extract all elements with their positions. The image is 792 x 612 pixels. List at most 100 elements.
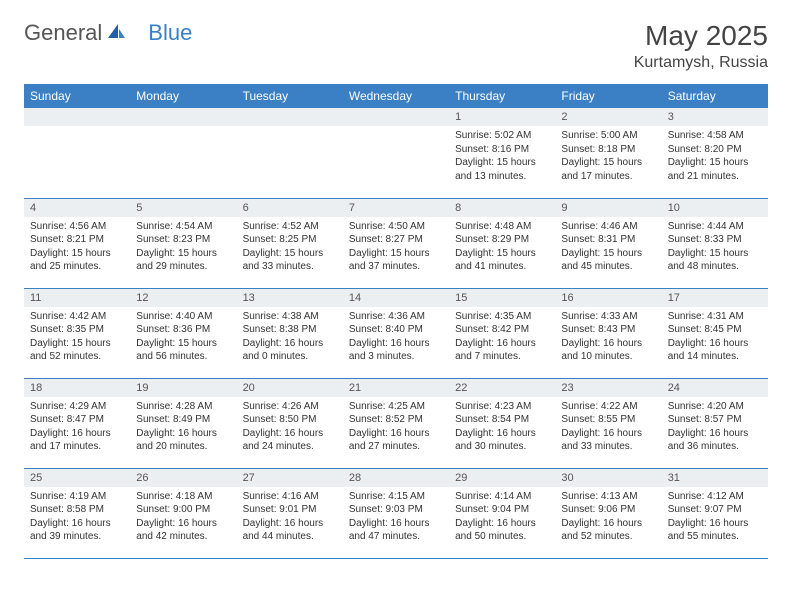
calendar-day-cell: 8Sunrise: 4:48 AMSunset: 8:29 PMDaylight… bbox=[449, 198, 555, 288]
calendar-day-cell bbox=[130, 108, 236, 198]
calendar-day-cell: 16Sunrise: 4:33 AMSunset: 8:43 PMDayligh… bbox=[555, 288, 661, 378]
sunset-text: Sunset: 8:45 PM bbox=[668, 323, 762, 337]
calendar-day-cell: 27Sunrise: 4:16 AMSunset: 9:01 PMDayligh… bbox=[237, 468, 343, 558]
day-number-empty bbox=[130, 108, 236, 126]
daylight-text: Daylight: 16 hours and 44 minutes. bbox=[243, 517, 337, 544]
calendar-day-cell: 5Sunrise: 4:54 AMSunset: 8:23 PMDaylight… bbox=[130, 198, 236, 288]
daylight-text: Daylight: 16 hours and 14 minutes. bbox=[668, 337, 762, 364]
daylight-text: Daylight: 16 hours and 30 minutes. bbox=[455, 427, 549, 454]
calendar-day-cell: 13Sunrise: 4:38 AMSunset: 8:38 PMDayligh… bbox=[237, 288, 343, 378]
day-content: Sunrise: 4:15 AMSunset: 9:03 PMDaylight:… bbox=[343, 487, 449, 550]
daylight-text: Daylight: 15 hours and 41 minutes. bbox=[455, 247, 549, 274]
day-number: 23 bbox=[555, 379, 661, 397]
day-content: Sunrise: 4:36 AMSunset: 8:40 PMDaylight:… bbox=[343, 307, 449, 370]
day-content: Sunrise: 4:56 AMSunset: 8:21 PMDaylight:… bbox=[24, 217, 130, 280]
day-content: Sunrise: 4:54 AMSunset: 8:23 PMDaylight:… bbox=[130, 217, 236, 280]
day-number: 30 bbox=[555, 469, 661, 487]
day-content: Sunrise: 4:58 AMSunset: 8:20 PMDaylight:… bbox=[662, 126, 768, 189]
weekday-friday: Friday bbox=[555, 84, 661, 108]
sunset-text: Sunset: 8:38 PM bbox=[243, 323, 337, 337]
sunset-text: Sunset: 9:01 PM bbox=[243, 503, 337, 517]
sunset-text: Sunset: 8:43 PM bbox=[561, 323, 655, 337]
sunset-text: Sunset: 8:58 PM bbox=[30, 503, 124, 517]
daylight-text: Daylight: 15 hours and 45 minutes. bbox=[561, 247, 655, 274]
day-content: Sunrise: 4:44 AMSunset: 8:33 PMDaylight:… bbox=[662, 217, 768, 280]
logo-text-blue: Blue bbox=[148, 20, 192, 46]
sunset-text: Sunset: 8:21 PM bbox=[30, 233, 124, 247]
day-number: 18 bbox=[24, 379, 130, 397]
sunset-text: Sunset: 8:47 PM bbox=[30, 413, 124, 427]
daylight-text: Daylight: 16 hours and 24 minutes. bbox=[243, 427, 337, 454]
sunrise-text: Sunrise: 4:54 AM bbox=[136, 220, 230, 234]
day-content: Sunrise: 4:29 AMSunset: 8:47 PMDaylight:… bbox=[24, 397, 130, 460]
daylight-text: Daylight: 16 hours and 47 minutes. bbox=[349, 517, 443, 544]
calendar-week-row: 1Sunrise: 5:02 AMSunset: 8:16 PMDaylight… bbox=[24, 108, 768, 198]
calendar-day-cell: 10Sunrise: 4:44 AMSunset: 8:33 PMDayligh… bbox=[662, 198, 768, 288]
calendar-day-cell: 6Sunrise: 4:52 AMSunset: 8:25 PMDaylight… bbox=[237, 198, 343, 288]
sunset-text: Sunset: 8:18 PM bbox=[561, 143, 655, 157]
sunrise-text: Sunrise: 4:28 AM bbox=[136, 400, 230, 414]
weekday-saturday: Saturday bbox=[662, 84, 768, 108]
sunset-text: Sunset: 8:36 PM bbox=[136, 323, 230, 337]
calendar-day-cell: 4Sunrise: 4:56 AMSunset: 8:21 PMDaylight… bbox=[24, 198, 130, 288]
day-number: 7 bbox=[343, 199, 449, 217]
calendar-table: Sunday Monday Tuesday Wednesday Thursday… bbox=[24, 84, 768, 559]
day-number: 8 bbox=[449, 199, 555, 217]
daylight-text: Daylight: 16 hours and 10 minutes. bbox=[561, 337, 655, 364]
daylight-text: Daylight: 15 hours and 37 minutes. bbox=[349, 247, 443, 274]
day-number: 13 bbox=[237, 289, 343, 307]
day-content: Sunrise: 4:14 AMSunset: 9:04 PMDaylight:… bbox=[449, 487, 555, 550]
daylight-text: Daylight: 15 hours and 56 minutes. bbox=[136, 337, 230, 364]
day-number: 12 bbox=[130, 289, 236, 307]
day-number: 2 bbox=[555, 108, 661, 126]
day-number: 26 bbox=[130, 469, 236, 487]
sunrise-text: Sunrise: 4:15 AM bbox=[349, 490, 443, 504]
calendar-day-cell: 31Sunrise: 4:12 AMSunset: 9:07 PMDayligh… bbox=[662, 468, 768, 558]
daylight-text: Daylight: 15 hours and 21 minutes. bbox=[668, 156, 762, 183]
sunset-text: Sunset: 8:50 PM bbox=[243, 413, 337, 427]
day-number: 6 bbox=[237, 199, 343, 217]
sunset-text: Sunset: 9:07 PM bbox=[668, 503, 762, 517]
sunrise-text: Sunrise: 4:46 AM bbox=[561, 220, 655, 234]
daylight-text: Daylight: 16 hours and 27 minutes. bbox=[349, 427, 443, 454]
sunrise-text: Sunrise: 4:52 AM bbox=[243, 220, 337, 234]
daylight-text: Daylight: 16 hours and 17 minutes. bbox=[30, 427, 124, 454]
weekday-wednesday: Wednesday bbox=[343, 84, 449, 108]
calendar-day-cell: 20Sunrise: 4:26 AMSunset: 8:50 PMDayligh… bbox=[237, 378, 343, 468]
sunrise-text: Sunrise: 4:58 AM bbox=[668, 129, 762, 143]
sunrise-text: Sunrise: 4:44 AM bbox=[668, 220, 762, 234]
day-number: 24 bbox=[662, 379, 768, 397]
daylight-text: Daylight: 16 hours and 55 minutes. bbox=[668, 517, 762, 544]
day-content: Sunrise: 4:22 AMSunset: 8:55 PMDaylight:… bbox=[555, 397, 661, 460]
calendar-day-cell: 12Sunrise: 4:40 AMSunset: 8:36 PMDayligh… bbox=[130, 288, 236, 378]
calendar-day-cell: 24Sunrise: 4:20 AMSunset: 8:57 PMDayligh… bbox=[662, 378, 768, 468]
calendar-day-cell: 1Sunrise: 5:02 AMSunset: 8:16 PMDaylight… bbox=[449, 108, 555, 198]
daylight-text: Daylight: 15 hours and 13 minutes. bbox=[455, 156, 549, 183]
daylight-text: Daylight: 15 hours and 25 minutes. bbox=[30, 247, 124, 274]
sunset-text: Sunset: 8:29 PM bbox=[455, 233, 549, 247]
daylight-text: Daylight: 16 hours and 52 minutes. bbox=[561, 517, 655, 544]
sunset-text: Sunset: 9:04 PM bbox=[455, 503, 549, 517]
daylight-text: Daylight: 15 hours and 48 minutes. bbox=[668, 247, 762, 274]
day-content: Sunrise: 4:46 AMSunset: 8:31 PMDaylight:… bbox=[555, 217, 661, 280]
day-number: 3 bbox=[662, 108, 768, 126]
sunset-text: Sunset: 8:31 PM bbox=[561, 233, 655, 247]
sunrise-text: Sunrise: 4:12 AM bbox=[668, 490, 762, 504]
calendar-day-cell: 7Sunrise: 4:50 AMSunset: 8:27 PMDaylight… bbox=[343, 198, 449, 288]
day-number: 4 bbox=[24, 199, 130, 217]
day-number: 27 bbox=[237, 469, 343, 487]
calendar-week-row: 4Sunrise: 4:56 AMSunset: 8:21 PMDaylight… bbox=[24, 198, 768, 288]
day-content: Sunrise: 4:48 AMSunset: 8:29 PMDaylight:… bbox=[449, 217, 555, 280]
calendar-day-cell bbox=[237, 108, 343, 198]
weekday-tuesday: Tuesday bbox=[237, 84, 343, 108]
day-number: 16 bbox=[555, 289, 661, 307]
calendar-day-cell: 29Sunrise: 4:14 AMSunset: 9:04 PMDayligh… bbox=[449, 468, 555, 558]
calendar-day-cell: 11Sunrise: 4:42 AMSunset: 8:35 PMDayligh… bbox=[24, 288, 130, 378]
logo: General Blue bbox=[24, 20, 192, 46]
daylight-text: Daylight: 16 hours and 33 minutes. bbox=[561, 427, 655, 454]
calendar-day-cell: 30Sunrise: 4:13 AMSunset: 9:06 PMDayligh… bbox=[555, 468, 661, 558]
day-content: Sunrise: 4:40 AMSunset: 8:36 PMDaylight:… bbox=[130, 307, 236, 370]
sunrise-text: Sunrise: 4:23 AM bbox=[455, 400, 549, 414]
sunset-text: Sunset: 9:06 PM bbox=[561, 503, 655, 517]
sunrise-text: Sunrise: 5:00 AM bbox=[561, 129, 655, 143]
